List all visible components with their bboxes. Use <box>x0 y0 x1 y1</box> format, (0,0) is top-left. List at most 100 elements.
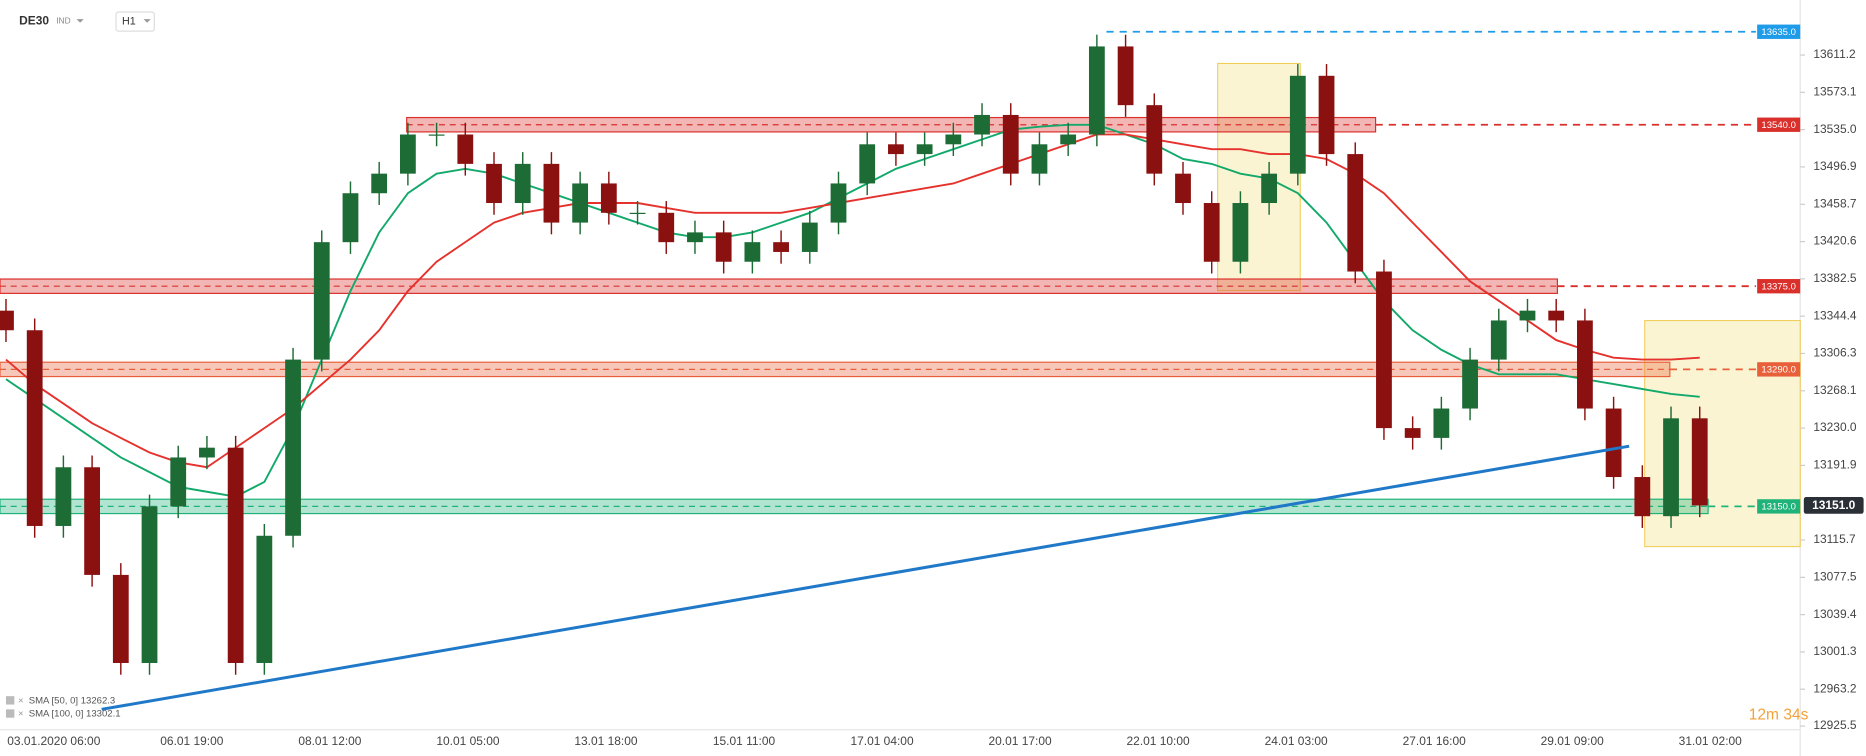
zones <box>0 30 1756 515</box>
legend-entry: SMA [100, 0] 13302.1 <box>29 709 121 720</box>
candle-body <box>84 467 100 575</box>
last-price-tag <box>1803 497 1864 514</box>
candle-body <box>486 163 502 204</box>
y-tick-label: 12963.2 <box>1813 681 1857 695</box>
candle-body <box>773 242 789 252</box>
x-tick-label: 13.01 18:00 <box>574 734 637 748</box>
candle-body <box>1031 144 1048 174</box>
candle-body <box>112 574 129 663</box>
y-tick-label: 13496.9 <box>1813 159 1857 173</box>
candle-body <box>1002 114 1019 174</box>
timeframe-box[interactable] <box>115 11 155 32</box>
level-tag-label: 13635.0 <box>1761 27 1796 38</box>
candle-body <box>1663 418 1679 517</box>
y-tick-label: 13001.3 <box>1813 644 1857 658</box>
candle-body <box>457 134 474 164</box>
symbol[interactable]: DE30 <box>19 14 49 28</box>
candle-body <box>1404 428 1421 438</box>
candle-timer: 12m 34s <box>1749 706 1809 723</box>
candle-body <box>1605 408 1622 478</box>
candle-body <box>1433 408 1450 438</box>
candle-body <box>428 134 445 136</box>
candle-body <box>744 242 761 262</box>
y-tick-label: 13230.0 <box>1813 420 1857 434</box>
y-tick-label: 13573.1 <box>1813 84 1857 98</box>
legend-entry: SMA [50, 0] 13262.3 <box>29 695 116 706</box>
y-tick-label: 13306.3 <box>1813 346 1857 360</box>
candle-body <box>55 467 72 526</box>
trend-line[interactable] <box>101 444 1630 711</box>
level-tag <box>1757 499 1801 514</box>
y-tick-label: 13191.9 <box>1813 458 1857 472</box>
dropdown-arrow[interactable] <box>76 19 84 23</box>
candle-body <box>1347 154 1364 272</box>
x-tick-label: 31.01 02:00 <box>1679 734 1742 748</box>
candle-body <box>1376 271 1392 429</box>
candle-body <box>371 173 388 194</box>
x-tick-label: 22.01 10:00 <box>1127 734 1190 748</box>
candle-body <box>227 447 244 663</box>
candle-body <box>1577 320 1593 409</box>
instrument-class: IND <box>56 16 70 26</box>
candle-body <box>285 359 301 536</box>
candle-body <box>859 144 876 184</box>
candle-body <box>199 447 215 458</box>
level-tag <box>1757 117 1801 132</box>
candle-body <box>26 330 43 526</box>
candle-body <box>313 242 330 360</box>
candle-body <box>1490 320 1507 360</box>
timeframe[interactable]: H1 <box>122 15 136 27</box>
candle-body <box>715 232 732 262</box>
candle-body <box>572 183 589 223</box>
legend-icon <box>5 709 15 718</box>
legend-close: × <box>18 695 24 706</box>
candle-body <box>0 310 14 331</box>
y-tick-label: 13382.5 <box>1813 271 1857 285</box>
candle-body <box>256 535 273 663</box>
y-tick-label: 13535.0 <box>1813 122 1857 136</box>
level-tag-label: 13375.0 <box>1761 281 1796 292</box>
x-tick-label: 17.01 04:00 <box>850 734 913 748</box>
level-tag <box>1757 24 1801 39</box>
x-tick-label: 03.01.2020 06:00 <box>7 734 100 748</box>
candle-body <box>974 114 990 135</box>
candle-body <box>629 212 646 215</box>
dropdown-arrow[interactable] <box>143 19 151 23</box>
candle-body <box>1519 310 1536 321</box>
candle-body <box>1117 46 1134 106</box>
candle-body <box>945 134 962 145</box>
y-tick-label: 13344.4 <box>1813 308 1857 322</box>
candle-body <box>1261 173 1278 204</box>
candle-body <box>1146 105 1163 174</box>
y-tick-label: 12925.5 <box>1813 718 1857 732</box>
legend-close: × <box>18 709 24 720</box>
y-tick-label: 13420.6 <box>1813 234 1857 248</box>
candle-body <box>399 134 416 174</box>
legend-icon <box>5 696 15 705</box>
x-tick-label: 20.01 17:00 <box>989 734 1052 748</box>
candle-body <box>1203 203 1220 262</box>
candle-body <box>600 183 617 213</box>
x-tick-label: 10.01 05:00 <box>436 734 499 748</box>
y-tick-label: 13077.5 <box>1813 570 1857 584</box>
candle-body <box>888 144 904 155</box>
candle-body <box>1060 134 1077 145</box>
candle-body <box>830 183 847 223</box>
candle-body <box>1175 173 1191 204</box>
candle-body <box>658 212 675 243</box>
candle-body <box>1462 359 1478 409</box>
level-tag-label: 13290.0 <box>1761 365 1796 376</box>
candle-body <box>342 193 359 243</box>
candle-body <box>687 232 703 243</box>
candle-body <box>1548 310 1565 321</box>
level-tag <box>1757 279 1801 294</box>
y-tick-label: 13458.7 <box>1813 196 1857 210</box>
level-tag-label: 13150.0 <box>1761 502 1796 513</box>
candle-body <box>170 457 187 507</box>
candle-body <box>514 163 531 204</box>
y-tick-label: 13039.4 <box>1813 607 1857 621</box>
x-tick-label: 08.01 12:00 <box>298 734 361 748</box>
candle-body <box>1318 75 1335 155</box>
x-tick-label: 27.01 16:00 <box>1403 734 1466 748</box>
